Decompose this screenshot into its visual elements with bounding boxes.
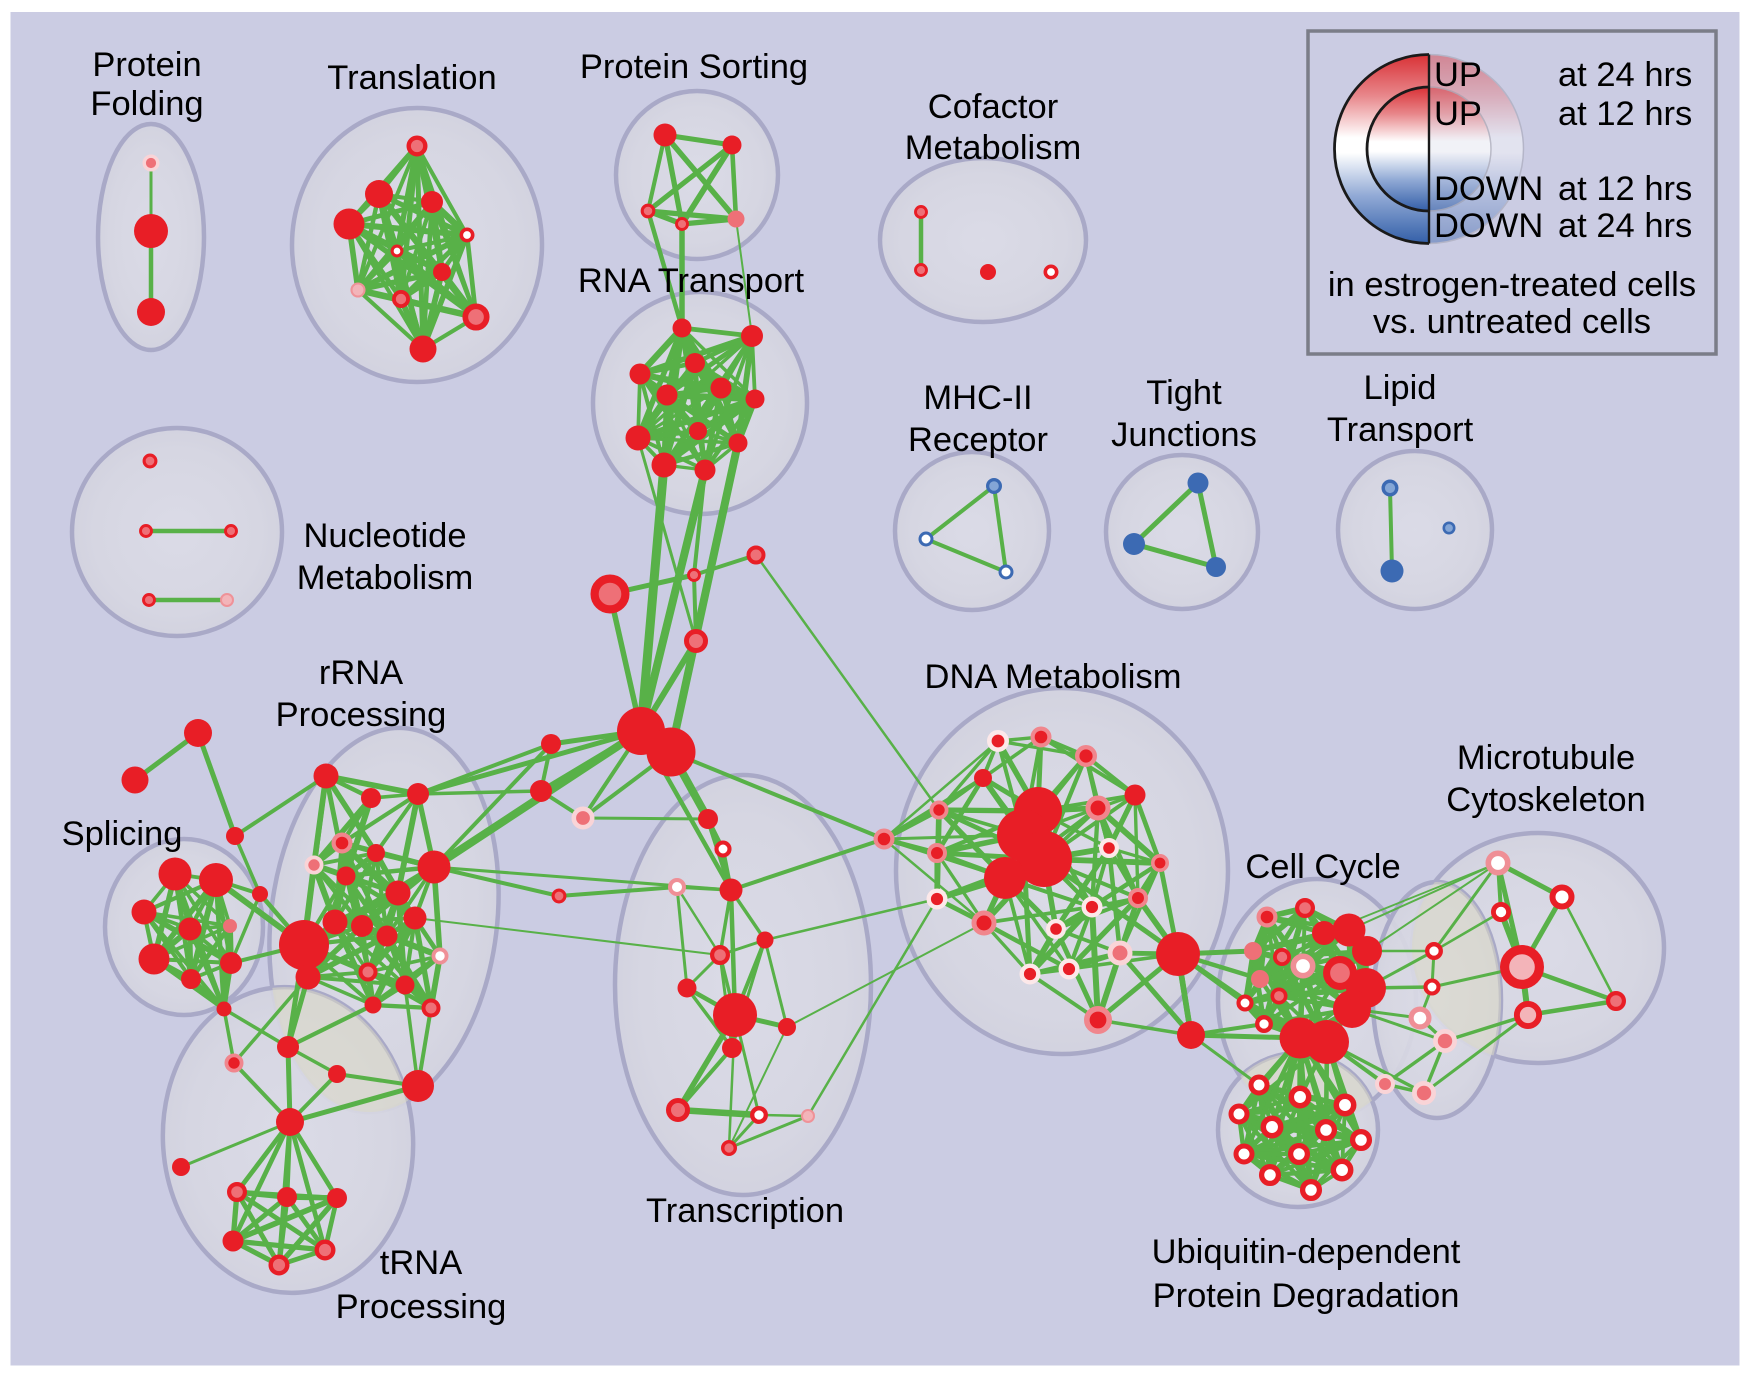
svg-text:Processing: Processing — [336, 1288, 507, 1326]
svg-text:Protein Degradation: Protein Degradation — [1153, 1277, 1460, 1315]
svg-text:RNA Transport: RNA Transport — [578, 262, 805, 300]
svg-text:Splicing: Splicing — [62, 815, 183, 853]
svg-text:tRNA: tRNA — [380, 1244, 462, 1282]
svg-text:Protein Sorting: Protein Sorting — [580, 48, 808, 86]
svg-text:in estrogen-treated cells: in estrogen-treated cells — [1328, 266, 1696, 304]
svg-text:Metabolism: Metabolism — [905, 129, 1081, 167]
svg-text:Transcription: Transcription — [646, 1192, 844, 1230]
svg-text:Folding: Folding — [90, 85, 203, 123]
svg-text:vs. untreated cells: vs. untreated cells — [1373, 303, 1651, 341]
svg-text:Lipid: Lipid — [1364, 369, 1437, 407]
svg-text:Microtubule: Microtubule — [1457, 739, 1635, 777]
svg-text:MHC-II: MHC-II — [923, 379, 1032, 417]
svg-text:DNA Metabolism: DNA Metabolism — [925, 658, 1182, 696]
svg-text:Ubiquitin-dependent: Ubiquitin-dependent — [1152, 1233, 1461, 1271]
svg-text:Cytoskeleton: Cytoskeleton — [1446, 781, 1645, 819]
svg-text:Nucleotide: Nucleotide — [303, 517, 466, 555]
svg-text:Tight: Tight — [1146, 374, 1222, 412]
svg-text:Metabolism: Metabolism — [297, 559, 473, 597]
svg-text:Transport: Transport — [1327, 411, 1474, 449]
svg-text:rRNA: rRNA — [319, 654, 403, 692]
svg-text:at 24 hrs: at 24 hrs — [1558, 56, 1692, 94]
svg-text:Receptor: Receptor — [908, 421, 1048, 459]
svg-text:Processing: Processing — [276, 696, 447, 734]
svg-text:UP: UP — [1434, 56, 1482, 94]
svg-text:Translation: Translation — [327, 59, 496, 97]
svg-text:at 12 hrs: at 12 hrs — [1558, 170, 1692, 208]
svg-text:Junctions: Junctions — [1111, 416, 1257, 454]
svg-text:at 24 hrs: at 24 hrs — [1558, 207, 1692, 245]
svg-text:DOWN: DOWN — [1434, 207, 1543, 245]
svg-text:UP: UP — [1434, 95, 1482, 133]
svg-text:DOWN: DOWN — [1434, 170, 1543, 208]
svg-text:Protein: Protein — [92, 46, 201, 84]
svg-text:at 12 hrs: at 12 hrs — [1558, 95, 1692, 133]
svg-text:Cell Cycle: Cell Cycle — [1245, 848, 1400, 886]
svg-text:Cofactor: Cofactor — [928, 88, 1058, 126]
